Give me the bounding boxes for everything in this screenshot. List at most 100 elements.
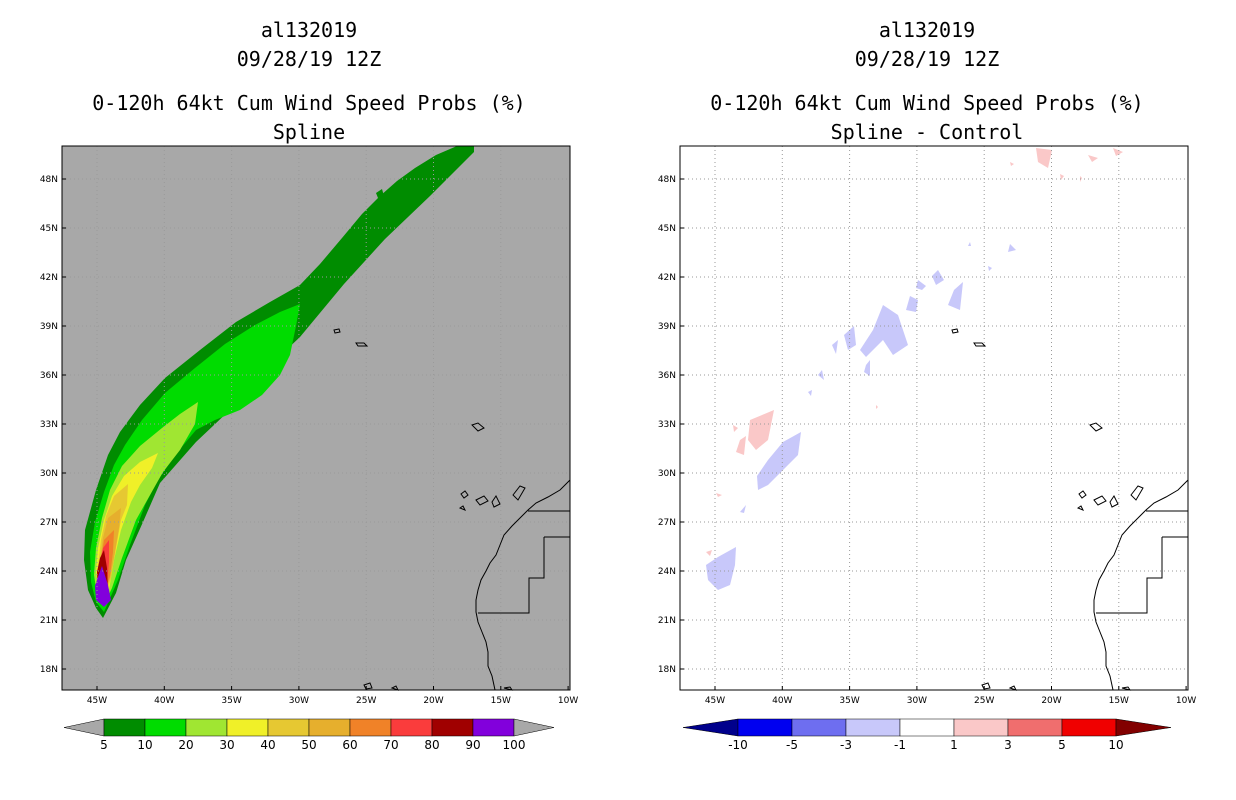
left-panel: al132019 09/28/19 12Z 0-120h 64kt Cum Wi… — [40, 18, 579, 752]
lon-tick-label: 20W — [1041, 696, 1061, 706]
lon-tick-label: 45W — [87, 696, 107, 706]
lon-tick-label: 15W — [1109, 696, 1129, 706]
lon-tick-label: 30W — [289, 696, 309, 706]
colorbar: 5 10 20 30 40 50 60 70 80 90 100 — [63, 718, 555, 752]
colorbar-label: 60 — [342, 738, 357, 752]
colorbar-swatch — [953, 718, 1009, 737]
map-frame — [679, 145, 1189, 691]
lat-tick-label: 33N — [40, 420, 58, 430]
lat-tick-label: 27N — [40, 518, 58, 528]
coastlines — [951, 328, 1189, 691]
colorbar: -10 -5 -3 -1 1 3 5 10 — [682, 718, 1172, 752]
lat-tick-label: 39N — [658, 322, 676, 332]
lat-tick-label: 33N — [658, 420, 676, 430]
colorbar-label: 50 — [301, 738, 316, 752]
longitude-labels: 45W 40W 35W 30W 25W 20W 15W 10W — [705, 686, 1196, 706]
colorbar-swatch — [845, 718, 901, 737]
lon-tick-label: 45W — [705, 696, 725, 706]
lat-tick-label: 30N — [40, 469, 58, 479]
colorbar-label: 10 — [1108, 738, 1123, 752]
lon-tick-label: 10W — [1176, 696, 1196, 706]
storm-id-title: al132019 — [878, 18, 976, 42]
lat-tick-label: 21N — [658, 616, 676, 626]
lat-tick-label: 39N — [40, 322, 58, 332]
product-title: 0-120h 64kt Cum Wind Speed Probs (%) — [710, 91, 1144, 115]
lat-tick-label: 42N — [658, 273, 676, 283]
lon-tick-label: 15W — [491, 696, 511, 706]
longitude-labels: 45W 40W 35W 30W 25W 20W 15W 10W — [87, 686, 578, 706]
band-10 — [90, 304, 300, 612]
lon-tick-label: 10W — [558, 696, 578, 706]
datetime-title: 09/28/19 12Z — [854, 47, 1000, 71]
colorbar-over-triangle — [1115, 718, 1172, 737]
colorbar-label: -1 — [894, 738, 906, 752]
colorbar-label: 1 — [950, 738, 958, 752]
lat-tick-label: 18N — [658, 665, 676, 675]
lon-tick-label: 35W — [221, 696, 241, 706]
colorbar-swatch — [349, 718, 392, 737]
latitude-labels: 48N 45N 42N 39N 36N 33N 30N 27N 24N 21N 18N — [658, 175, 684, 675]
colorbar-under-triangle — [63, 718, 105, 737]
map-frame — [61, 145, 571, 691]
probability-contours — [84, 146, 474, 618]
colorbar-swatch — [308, 718, 351, 737]
lon-tick-label: 30W — [907, 696, 927, 706]
colorbar-label: 5 — [100, 738, 108, 752]
probability-map: 48N 45N 42N 39N 36N 33N 30N 27N 24N 21N 18N 45W 40W… — [40, 145, 578, 752]
latitude-labels: 48N 45N 42N 39N 36N 33N 30N 27N 24N 21N 18N — [40, 175, 66, 675]
lat-tick-label: 48N — [658, 175, 676, 185]
lon-tick-label: 25W — [974, 696, 994, 706]
colorbar-swatch — [472, 718, 515, 737]
colorbar-swatch — [390, 718, 433, 737]
lat-tick-label: 45N — [40, 224, 58, 234]
lat-tick-label: 24N — [40, 567, 58, 577]
band-20 — [94, 402, 198, 605]
lon-tick-label: 40W — [772, 696, 792, 706]
lat-tick-label: 45N — [658, 224, 676, 234]
colorbar-label: 70 — [383, 738, 398, 752]
colorbar-swatch — [791, 718, 847, 737]
lat-tick-label: 48N — [40, 175, 58, 185]
band-5 — [84, 146, 474, 618]
speckle — [376, 189, 384, 198]
colorbar-label: 20 — [178, 738, 193, 752]
storm-id-title: al132019 — [260, 18, 358, 42]
band-90 — [95, 566, 111, 607]
colorbar-swatch — [431, 718, 474, 737]
colorbar-swatch — [1007, 718, 1063, 737]
colorbar-swatch — [103, 718, 146, 737]
colorbar-swatch — [737, 718, 793, 737]
lat-tick-label: 36N — [40, 371, 58, 381]
lon-tick-label: 35W — [839, 696, 859, 706]
colorbar-label: 5 — [1058, 738, 1066, 752]
lat-tick-label: 42N — [40, 273, 58, 283]
colorbar-label: 10 — [137, 738, 152, 752]
difference-map: 48N 45N 42N 39N 36N 33N 30N 27N 24N 21N 18N 45W 40W… — [658, 145, 1196, 752]
colorbar-label: 40 — [260, 738, 275, 752]
colorbar-label: 100 — [503, 738, 526, 752]
lat-tick-label: 27N — [658, 518, 676, 528]
colorbar-swatch — [1061, 718, 1117, 737]
lon-tick-label: 25W — [356, 696, 376, 706]
subtitle: Spline — [272, 120, 346, 144]
colorbar-label: -10 — [728, 738, 748, 752]
colorbar-swatch — [899, 718, 955, 737]
subtitle: Spline - Control — [830, 120, 1024, 144]
colorbar-label: 30 — [219, 738, 234, 752]
colorbar-over-triangle — [513, 718, 555, 737]
lat-tick-label: 18N — [40, 665, 58, 675]
datetime-title: 09/28/19 12Z — [236, 47, 382, 71]
right-panel: al132019 09/28/19 12Z 0-120h 64kt Cum Wi… — [618, 0, 1236, 800]
colorbar-swatch — [185, 718, 228, 737]
lon-tick-label: 20W — [423, 696, 443, 706]
colorbar-swatch — [226, 718, 269, 737]
lon-tick-label: 40W — [154, 696, 174, 706]
lat-lon-grid — [680, 146, 1188, 690]
lat-tick-label: 24N — [658, 567, 676, 577]
coastlines — [333, 328, 571, 691]
colorbar-swatch — [144, 718, 187, 737]
colorbar-label: 3 — [1004, 738, 1012, 752]
colorbar-label: 90 — [465, 738, 480, 752]
colorbar-label: 80 — [424, 738, 439, 752]
product-title: 0-120h 64kt Cum Wind Speed Probs (%) — [92, 91, 526, 115]
